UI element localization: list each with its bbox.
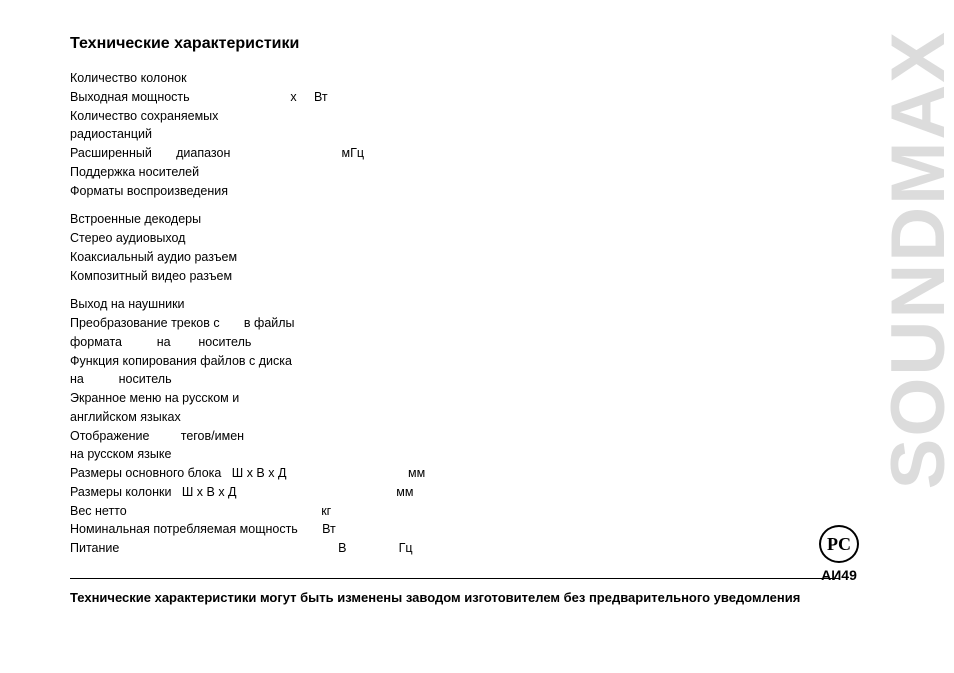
brand-watermark: SOUNDMAX [887,30,952,489]
footer-note: Технические характеристики могут быть из… [70,589,840,607]
spec-line: Размеры основного блока Ш х В х Д мм [70,464,780,483]
spec-line: Количество сохраняемых [70,107,780,126]
spec-line: Коаксиальный аудио разъем [70,248,780,267]
section-title: Технические характеристики [70,35,780,53]
spec-line: Вес нетто кг [70,502,780,521]
spec-line: Функция копирования файлов с диска [70,352,780,371]
spec-line: Композитный видео разъем [70,267,780,286]
blank-line [70,200,780,210]
spec-line: радиостанций [70,125,780,144]
spec-line: Номинальная потребляемая мощность Вт [70,520,780,539]
spec-line: Встроенные декодеры [70,210,780,229]
spec-line: Питание В Гц [70,539,780,558]
content-area: Технические характеристики Количество ко… [0,0,840,607]
spec-line: Количество колонок [70,69,780,88]
spec-line: Стерео аудиовыход [70,229,780,248]
spec-line: Расширенный диапазон мГц [70,144,780,163]
spec-line: Выходная мощность х Вт [70,88,780,107]
spec-line: Преобразование треков с в файлы [70,314,780,333]
spec-line: Форматы воспроизведения [70,182,780,201]
spec-line: Поддержка носителей [70,163,780,182]
spec-line: Отображение тегов/имен [70,427,780,446]
cert-code: АИ49 [819,567,859,583]
spec-line: на русском языке [70,445,780,464]
spec-line: английском языках [70,408,780,427]
cert-mark-icon: PC [819,525,859,563]
spec-line: на носитель [70,370,780,389]
spec-list: Количество колонокВыходная мощность х Вт… [70,69,780,558]
blank-line [70,285,780,295]
cert-mark-text: PC [827,534,851,555]
certification-block: PC АИ49 [819,525,859,583]
spec-line: формата на носитель [70,333,780,352]
spec-line: Выход на наушники [70,295,780,314]
document-page: SOUNDMAX Технические характеристики Коли… [0,0,954,673]
divider-line [70,578,840,579]
spec-line: Размеры колонки Ш х В х Д мм [70,483,780,502]
spec-line: Экранное меню на русском и [70,389,780,408]
